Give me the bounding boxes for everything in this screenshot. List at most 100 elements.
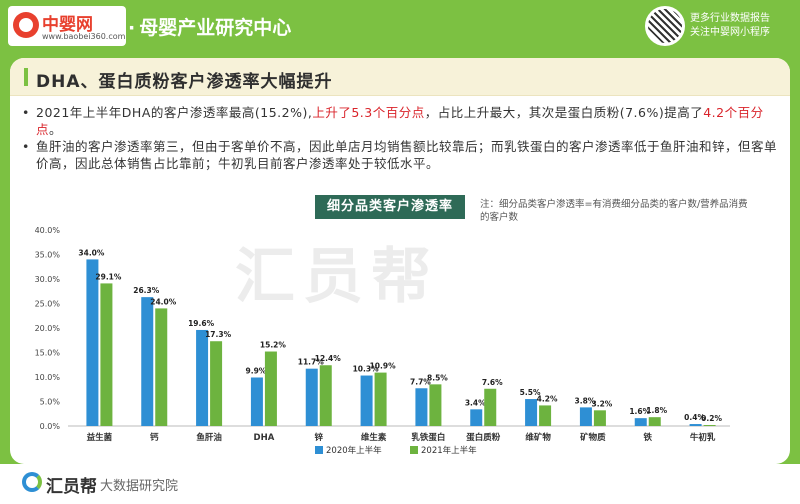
bar-2021 xyxy=(374,372,387,426)
bar-2021 xyxy=(648,417,661,426)
legend-swatch xyxy=(410,446,418,454)
qr-code-icon[interactable] xyxy=(645,6,685,46)
bar-2020 xyxy=(579,407,592,426)
y-tick-label: 40.0% xyxy=(35,226,61,235)
legend-swatch xyxy=(315,446,323,454)
data-label: 26.3% xyxy=(133,286,160,295)
x-tick-label: 维矿物 xyxy=(525,432,551,443)
data-label: 1.6% xyxy=(629,407,650,416)
header-title: · 母婴产业研究中心 xyxy=(128,17,292,39)
data-label: 7.6% xyxy=(482,378,503,387)
footer-bar: 汇员帮 大数据研究院 xyxy=(0,464,800,504)
bar-2021 xyxy=(429,384,442,426)
x-tick-label: 钙 xyxy=(150,432,159,443)
y-tick-label: 15.0% xyxy=(35,349,61,358)
bar-2020 xyxy=(305,368,318,426)
bar-2021 xyxy=(703,425,716,426)
data-label: 15.2% xyxy=(260,341,287,350)
data-label: 0.4% xyxy=(684,413,705,422)
bullet-1-highlight-2: 4.2个百分点 xyxy=(36,105,764,137)
x-tick-label: 乳铁蛋白 xyxy=(411,432,445,443)
y-tick-label: 10.0% xyxy=(35,373,61,382)
bullet-1-text-mid: ，占比上升最大，其次是蛋白质粉(7.6%)提高了 xyxy=(424,105,704,120)
bar-chart: 0.0% 5.0% 10.0% 15.0% 20.0% 25.0% 30.0% 35.0% 40… xyxy=(35,226,730,456)
data-label: 24.0% xyxy=(150,297,177,306)
bar-2020 xyxy=(196,329,209,426)
logo-icon xyxy=(13,12,39,38)
data-label: 1.8% xyxy=(646,406,667,415)
data-label: 7.7% xyxy=(410,377,431,386)
x-tick-label: 牛初乳 xyxy=(690,432,716,443)
legend-label: 2021年上半年 xyxy=(421,445,477,456)
y-tick-label: 25.0% xyxy=(35,300,61,309)
x-tick-label: 益生菌 xyxy=(87,432,113,443)
y-tick-label: 30.0% xyxy=(35,275,61,284)
data-label: 11.7% xyxy=(298,358,325,367)
header-title-text: 母婴产业研究中心 xyxy=(139,17,292,39)
y-tick-label: 0.0% xyxy=(40,422,61,431)
logo[interactable]: 中婴网 www.baobei360.com xyxy=(8,6,126,46)
bar-2021 xyxy=(484,388,497,426)
bar-2021 xyxy=(264,351,277,426)
brand-logo-icon xyxy=(22,472,42,492)
bar-2021 xyxy=(100,283,113,426)
bar-2021 xyxy=(319,365,332,426)
data-label: 4.2% xyxy=(537,394,558,403)
bullet-item-2: 鱼肝油的客户渗透率第三，但由于客单价不高，因此单店月均销售额比较靠后；而乳铁蛋白… xyxy=(22,138,782,172)
x-tick-label: 鱼肝油 xyxy=(196,432,222,443)
footer-subtitle: 大数据研究院 xyxy=(100,479,179,494)
qr-caption-line-1: 更多行业数据报告 xyxy=(690,13,770,24)
data-label: 34.0% xyxy=(78,248,105,257)
data-label: 5.5% xyxy=(520,388,541,397)
title-accent xyxy=(24,68,28,86)
chart-note: 注：细分品类客户渗透率=有消费细分品类的客户数/营养品消费的客户数 xyxy=(480,199,748,223)
logo-text: 中婴网 xyxy=(42,15,93,35)
logo-url: www.baobei360.com xyxy=(42,32,126,41)
x-tick-label: DHA xyxy=(254,433,275,443)
data-label: 12.4% xyxy=(315,354,342,363)
bullet-1-text: 2021年上半年DHA的客户渗透率最高(15.2%), xyxy=(36,105,313,120)
bar-2021 xyxy=(155,308,168,426)
bullet-1-text-end: 。 xyxy=(49,122,63,137)
legend-label: 2020年上半年 xyxy=(326,445,382,456)
bar-2020 xyxy=(141,297,154,426)
data-label: 10.9% xyxy=(370,362,397,371)
bullet-list: 2021年上半年DHA的客户渗透率最高(15.2%),上升了5.3个百分点，占比… xyxy=(22,104,782,172)
qr-caption-line-2: 关注中婴网小程序 xyxy=(690,27,770,38)
data-label: 19.6% xyxy=(188,319,215,328)
bar-2020 xyxy=(634,418,647,426)
data-label: 9.9% xyxy=(246,366,267,375)
x-tick-label: 矿物质 xyxy=(580,432,606,443)
bar-2021 xyxy=(210,341,223,426)
bar-2020 xyxy=(689,424,702,426)
qr-caption: 更多行业数据报告 关注中婴网小程序 xyxy=(690,12,770,40)
bar-2021 xyxy=(593,410,606,426)
data-label: 8.5% xyxy=(427,373,448,382)
bar-2020 xyxy=(470,409,483,426)
header-bar: 中婴网 www.baobei360.com · 母婴产业研究中心 更多行业数据报告… xyxy=(0,0,800,52)
data-label: 3.4% xyxy=(465,398,486,407)
bar-2020 xyxy=(250,377,263,426)
bar-2020 xyxy=(415,388,428,426)
y-tick-label: 5.0% xyxy=(40,398,61,407)
x-tick-label: 蛋白质粉 xyxy=(466,432,501,443)
bullet-1-highlight-1: 上升了5.3个百分点 xyxy=(312,105,425,120)
footer-brand: 汇员帮 xyxy=(46,477,97,497)
watermark: 汇员帮 xyxy=(235,242,439,312)
bar-2020 xyxy=(86,259,99,426)
bar-2020 xyxy=(525,399,538,426)
y-tick-label: 20.0% xyxy=(35,324,61,333)
data-label: 0.2% xyxy=(701,414,722,423)
chart-title: 细分品类客户渗透率 xyxy=(315,195,465,219)
section-title: DHA、蛋白质粉客户渗透率大幅提升 xyxy=(36,72,333,92)
data-label: 3.2% xyxy=(592,399,613,408)
data-label: 17.3% xyxy=(205,330,232,339)
content-panel: DHA、蛋白质粉客户渗透率大幅提升 2021年上半年DHA的客户渗透率最高(15… xyxy=(10,58,790,464)
data-label: 10.3% xyxy=(353,365,380,374)
y-tick-label: 35.0% xyxy=(35,251,61,260)
x-tick-label: 铁 xyxy=(643,432,652,443)
bar-2020 xyxy=(360,375,373,426)
x-tick-label: 锌 xyxy=(314,432,323,443)
data-label: 3.8% xyxy=(575,396,596,405)
data-label: 29.1% xyxy=(95,272,122,281)
